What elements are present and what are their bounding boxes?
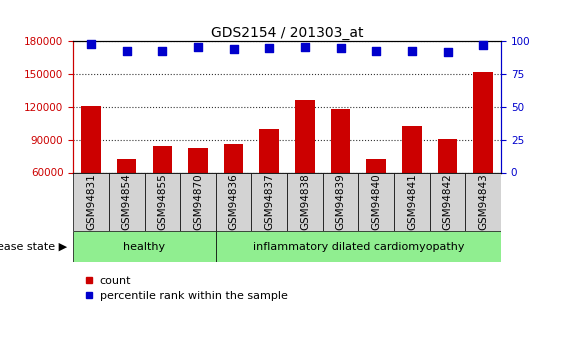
Text: GSM94838: GSM94838 <box>300 174 310 230</box>
Point <box>87 41 96 47</box>
Text: GSM94839: GSM94839 <box>336 174 346 230</box>
Text: GSM94840: GSM94840 <box>371 174 381 230</box>
Text: GSM94836: GSM94836 <box>229 174 239 230</box>
Bar <box>180 172 216 231</box>
Bar <box>252 172 287 231</box>
Bar <box>81 106 101 238</box>
Point <box>158 48 167 53</box>
Text: inflammatory dilated cardiomyopathy: inflammatory dilated cardiomyopathy <box>253 242 464 252</box>
Bar <box>287 172 323 231</box>
Bar <box>394 172 430 231</box>
Text: GSM94831: GSM94831 <box>86 174 96 230</box>
Bar <box>73 231 216 262</box>
Bar <box>153 146 172 238</box>
Point <box>265 45 274 51</box>
Title: GDS2154 / 201303_at: GDS2154 / 201303_at <box>211 26 363 40</box>
Text: GSM94841: GSM94841 <box>407 174 417 230</box>
Bar <box>367 159 386 238</box>
Legend: count, percentile rank within the sample: count, percentile rank within the sample <box>79 271 292 306</box>
Text: GSM94854: GSM94854 <box>122 174 132 230</box>
Point <box>408 48 417 53</box>
Bar <box>145 172 180 231</box>
Bar <box>224 144 243 238</box>
Point <box>479 42 488 48</box>
Text: healthy: healthy <box>123 242 166 252</box>
Point <box>229 47 238 52</box>
Bar <box>188 148 208 238</box>
Bar <box>438 139 457 238</box>
Point <box>372 48 381 53</box>
Text: disease state ▶: disease state ▶ <box>0 242 68 252</box>
Point <box>301 44 310 49</box>
Text: GSM94843: GSM94843 <box>478 174 488 230</box>
Bar <box>331 109 350 238</box>
Point <box>122 48 131 53</box>
Text: GSM94870: GSM94870 <box>193 174 203 230</box>
Bar <box>73 172 109 231</box>
Point <box>443 49 452 55</box>
Bar <box>323 172 359 231</box>
Bar <box>216 231 501 262</box>
Bar <box>117 159 136 238</box>
Bar <box>216 172 252 231</box>
Bar <box>359 172 394 231</box>
Point <box>194 44 203 49</box>
Bar <box>466 172 501 231</box>
Bar <box>430 172 466 231</box>
Bar <box>473 72 493 238</box>
Bar <box>295 100 315 238</box>
Bar <box>402 126 422 238</box>
Bar <box>109 172 145 231</box>
Text: GSM94837: GSM94837 <box>264 174 274 230</box>
Text: GSM94842: GSM94842 <box>443 174 453 230</box>
Bar <box>260 129 279 238</box>
Text: GSM94855: GSM94855 <box>157 174 167 230</box>
Point <box>336 45 345 51</box>
